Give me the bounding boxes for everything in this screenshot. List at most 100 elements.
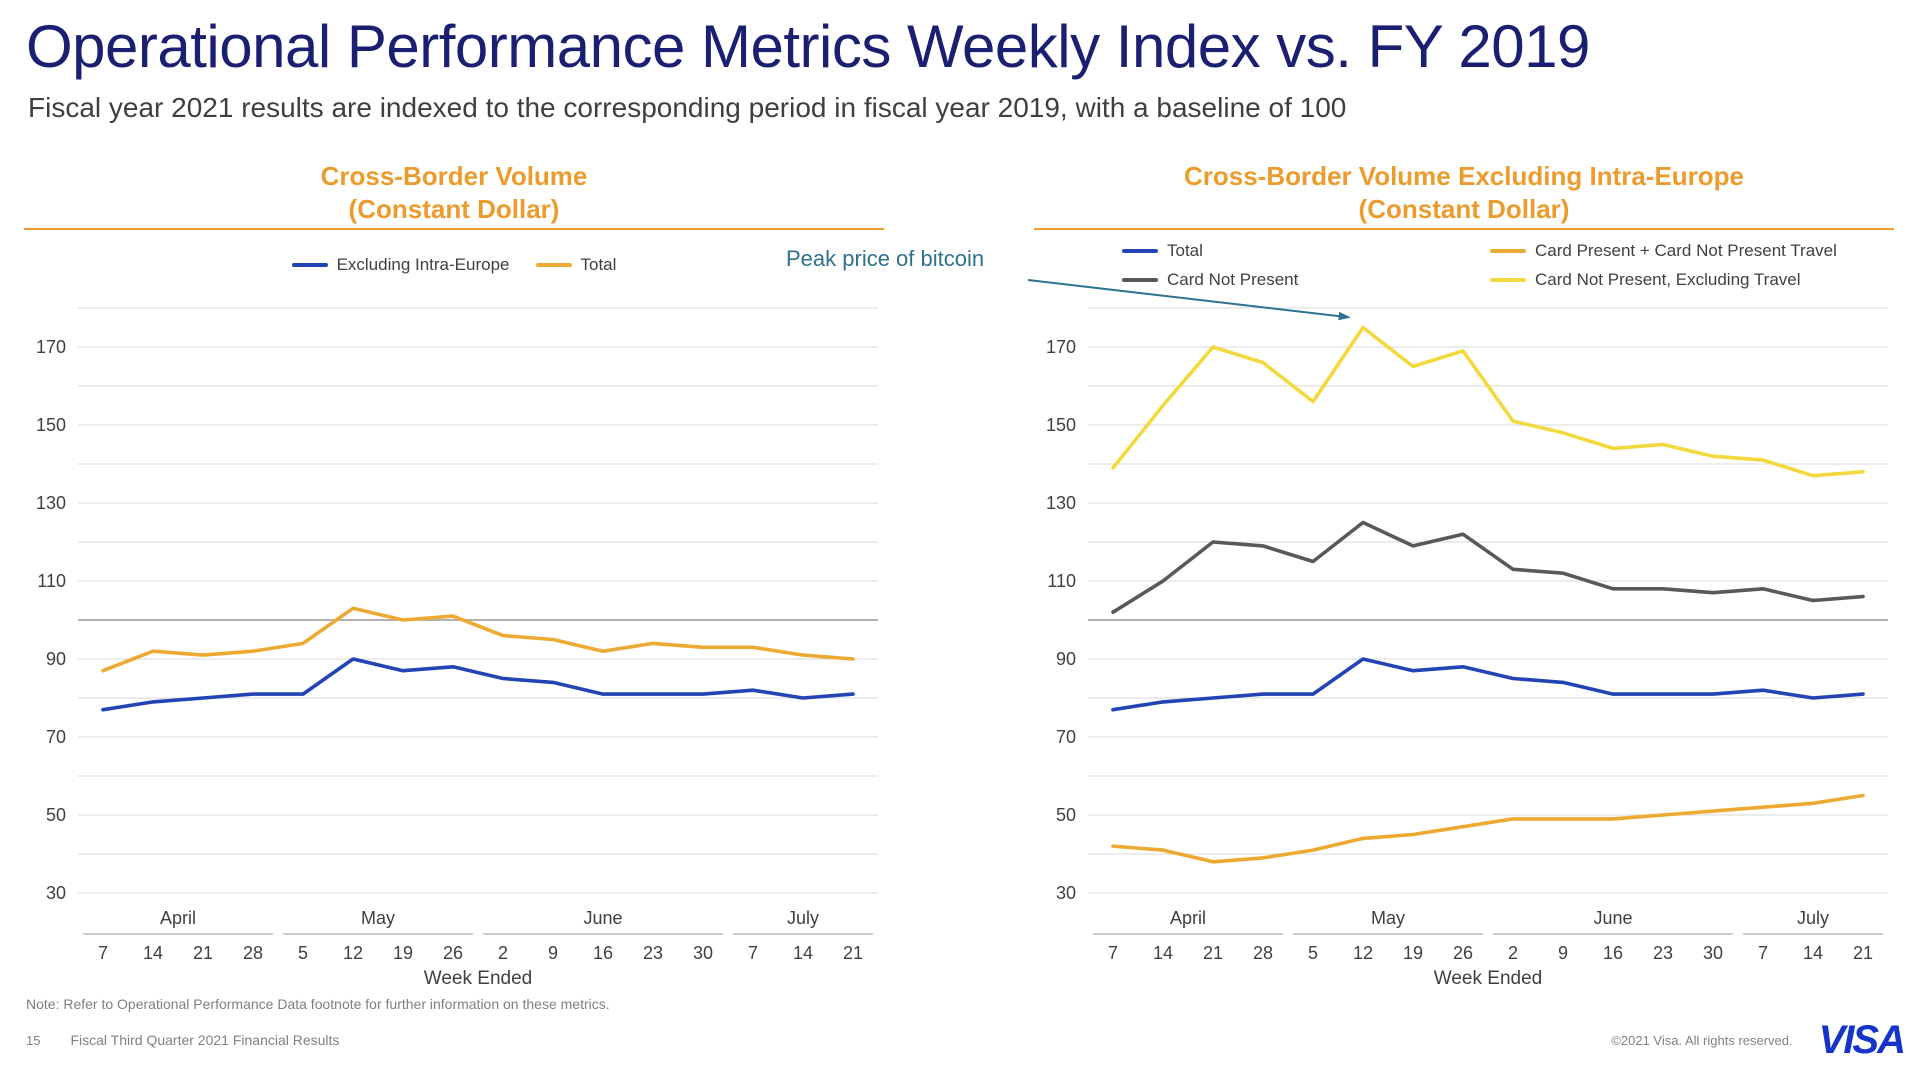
legend-label: Total xyxy=(580,255,617,274)
month-label: May xyxy=(361,908,395,928)
y-tick-label: 70 xyxy=(46,727,66,747)
week-tick-label: 14 xyxy=(1803,943,1823,963)
week-tick-label: 26 xyxy=(1453,943,1473,963)
y-tick-label: 170 xyxy=(36,337,66,357)
week-tick-label: 19 xyxy=(1403,943,1423,963)
month-label: April xyxy=(1170,908,1206,928)
line-chart-excluding-intra-europe: 30 50 70 90 110 130 150 170 April May June July 7 14 2… xyxy=(1027,279,1888,989)
week-tick-label: 28 xyxy=(1253,943,1273,963)
week-tick-label: 12 xyxy=(343,943,363,963)
month-label: July xyxy=(787,908,819,928)
week-tick-label: 19 xyxy=(393,943,413,963)
legend-line-swatch xyxy=(1122,248,1158,253)
subtitle: Fiscal year 2021 results are indexed to … xyxy=(28,92,1347,123)
annotation-arrow-line xyxy=(1027,279,1344,318)
y-tick-label: 150 xyxy=(36,415,66,435)
y-tick-label: 30 xyxy=(46,883,66,903)
legend-line-swatch xyxy=(1490,248,1526,253)
chart-block-excluding-intra-europe: Cross-Border Volume Excluding Intra-Euro… xyxy=(786,158,1894,989)
x-axis-title: Week Ended xyxy=(424,968,532,989)
page-number: 15 xyxy=(26,1032,41,1048)
line-chart-cross-border-volume: 30 50 70 90 110 130 150 170 April May June July 7 14 2… xyxy=(36,307,878,989)
legend-item: Total xyxy=(1122,241,1490,261)
chart-title: Cross-Border Volume Excluding Intra-Euro… xyxy=(1034,160,1894,226)
week-tick-label: 9 xyxy=(1558,943,1568,963)
y-tick-label: 70 xyxy=(1056,727,1076,747)
y-tick-label: 90 xyxy=(1056,649,1076,669)
chart-legend: Excluding Intra-Europe Total xyxy=(24,234,884,296)
copyright: ©2021 Visa. All rights reserved. xyxy=(1611,1032,1793,1048)
legend-label: Card Not Present xyxy=(1167,269,1299,289)
week-tick-label: 5 xyxy=(298,943,308,963)
legend-item: Card Not Present, Excluding Travel xyxy=(1490,270,1894,290)
week-tick-label: 7 xyxy=(98,943,108,963)
y-tick-label: 50 xyxy=(1056,805,1076,825)
chart-block-cross-border-volume: Cross-Border Volume (Constant Dollar) Ex… xyxy=(24,158,884,989)
week-tick-label: 28 xyxy=(243,943,263,963)
y-tick-label: 170 xyxy=(1046,337,1076,357)
footer-left: 15 Fiscal Third Quarter 2021 Financial R… xyxy=(26,1032,339,1048)
legend-line-swatch xyxy=(291,263,328,267)
header: Operational Performance Metrics Weekly I… xyxy=(0,0,1930,124)
week-tick-label: 14 xyxy=(793,943,813,963)
week-tick-label: 2 xyxy=(1508,943,1518,963)
week-tick-label: 12 xyxy=(1353,943,1373,963)
legend-label: Card Present + Card Not Present Travel xyxy=(1535,240,1837,260)
title-divider xyxy=(24,228,884,230)
footnote: Note: Refer to Operational Performance D… xyxy=(26,996,610,1012)
week-tick-label: 26 xyxy=(443,943,463,963)
week-tick-label: 14 xyxy=(143,943,163,963)
week-tick-label: 7 xyxy=(1758,943,1768,963)
week-tick-label: 30 xyxy=(693,943,713,963)
month-label: April xyxy=(160,908,196,928)
month-label: May xyxy=(1371,908,1405,928)
week-tick-label: 7 xyxy=(1108,943,1118,963)
legend-label: Total xyxy=(1167,240,1203,260)
month-label: June xyxy=(583,908,622,928)
week-tick-label: 5 xyxy=(1308,943,1318,963)
bitcoin-annotation: Peak price of bitcoin xyxy=(786,246,985,271)
week-tick-label: 23 xyxy=(1653,943,1673,963)
y-tick-label: 130 xyxy=(1046,493,1076,513)
y-tick-label: 90 xyxy=(46,649,66,669)
footer: 15 Fiscal Third Quarter 2021 Financial R… xyxy=(0,1020,1930,1060)
legend-label: Excluding Intra-Europe xyxy=(336,255,510,274)
chart-title-line2: (Constant Dollar) xyxy=(1358,193,1570,224)
footer-right: ©2021 Visa. All rights reserved. VISA xyxy=(1611,1018,1906,1062)
annotation-arrowhead xyxy=(1338,311,1351,321)
week-tick-label: 16 xyxy=(1603,943,1623,963)
week-tick-label: 21 xyxy=(1853,943,1873,963)
week-tick-label: 14 xyxy=(1153,943,1173,963)
x-axis-title: Week Ended xyxy=(1434,968,1542,989)
week-tick-label: 21 xyxy=(193,943,213,963)
legend-item: Excluding Intra-Europe xyxy=(291,255,510,275)
y-tick-label: 110 xyxy=(37,571,66,591)
week-tick-label: 7 xyxy=(748,943,758,963)
week-tick-label: 21 xyxy=(843,943,863,963)
legend-label: Card Not Present, Excluding Travel xyxy=(1535,269,1801,289)
chart-title-line2: (Constant Dollar) xyxy=(348,193,560,224)
chart-title-line1: Cross-Border Volume xyxy=(320,161,588,191)
series-line xyxy=(101,606,855,673)
week-tick-label: 21 xyxy=(1203,943,1223,963)
legend-line-swatch xyxy=(1122,277,1158,282)
title-divider xyxy=(1034,228,1894,230)
series-line xyxy=(1111,793,1865,864)
month-label: July xyxy=(1797,908,1829,928)
month-label: June xyxy=(1593,908,1632,928)
y-tick-label: 150 xyxy=(1046,415,1076,435)
chart-legend: Total Card Present + Card Not Present Tra… xyxy=(1034,234,1894,296)
page-title: Operational Performance Metrics Weekly I… xyxy=(26,13,1590,80)
charts-row: Cross-Border Volume (Constant Dollar) Ex… xyxy=(0,158,1930,989)
series-line xyxy=(101,657,855,712)
legend-item: Card Not Present xyxy=(1122,270,1490,290)
y-tick-label: 50 xyxy=(46,805,66,825)
chart-title-line1: Cross-Border Volume Excluding Intra-Euro… xyxy=(1183,161,1745,191)
visa-logo: VISA xyxy=(1818,1018,1906,1062)
series-line xyxy=(1111,520,1865,615)
y-tick-label: 130 xyxy=(36,493,66,513)
week-tick-label: 2 xyxy=(498,943,508,963)
legend-item: Total xyxy=(535,255,617,275)
y-tick-label: 30 xyxy=(1056,883,1076,903)
